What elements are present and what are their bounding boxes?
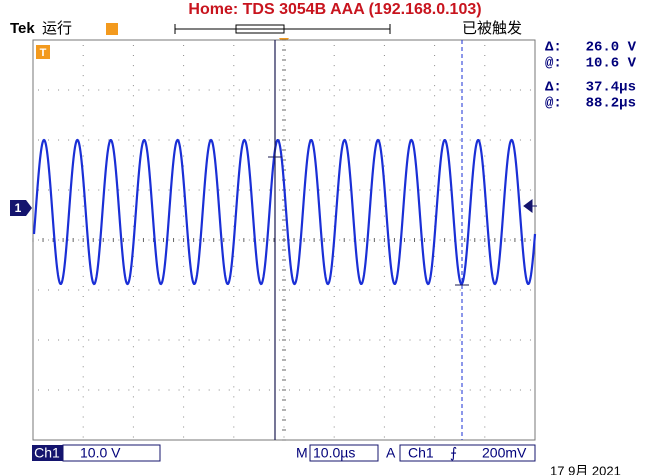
- footer-time-scale: 10.0µs: [313, 445, 355, 461]
- trigger-box: [399, 444, 536, 462]
- graticule: [32, 39, 535, 441]
- footer-date: 17 9月 2021: [550, 463, 621, 475]
- footer-trigger-source: Ch1: [408, 445, 434, 461]
- footer-trigger-label: A: [386, 445, 396, 461]
- scale-box: [62, 444, 161, 462]
- readout-value: 26.0 V: [586, 40, 637, 56]
- record-window: [235, 24, 285, 34]
- trigger-marker: [36, 45, 50, 59]
- readout-label: Δ:: [545, 80, 562, 96]
- brand: Tek: [10, 20, 35, 37]
- channel-box: [32, 445, 63, 461]
- waveform: [32, 138, 537, 286]
- readout-value: 88.2µs: [586, 96, 636, 112]
- readout-label: @:: [545, 96, 562, 112]
- trigger-state: 已被触发: [462, 20, 522, 37]
- trigger-level-marker: [523, 199, 537, 213]
- readout-label: @:: [545, 56, 562, 72]
- time-box: [309, 444, 379, 462]
- run-status: 运行: [42, 20, 72, 37]
- footer-channel: Ch1: [34, 445, 60, 461]
- channel-marker: [10, 200, 32, 216]
- readout-label: Δ:: [545, 40, 562, 56]
- readouts: Δ: 26.0 V @: 10.6 V Δ: 37.4µs @: 88.2µs: [545, 40, 637, 112]
- record-bracket: [174, 24, 391, 34]
- footer-scale: 10.0 V: [80, 445, 121, 461]
- channel-marker-text: 1: [15, 201, 22, 215]
- footer-trigger-slope: ⨍: [450, 445, 457, 461]
- trigger-marker-text: T: [40, 47, 47, 59]
- readout-value: 37.4µs: [586, 80, 636, 96]
- title: Home: TDS 3054B AAA (192.168.0.103): [188, 1, 481, 18]
- trigger-position-icon: [106, 23, 118, 35]
- footer-trigger-level: 200mV: [482, 445, 527, 461]
- footer-time-label: M: [296, 445, 308, 461]
- readout-value: 10.6 V: [586, 56, 637, 72]
